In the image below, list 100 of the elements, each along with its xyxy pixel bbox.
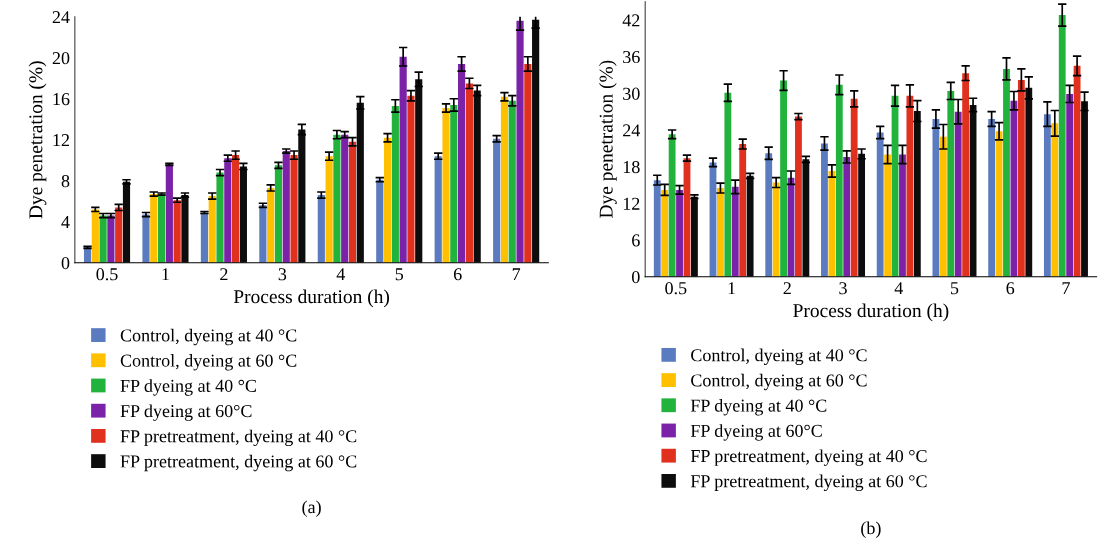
bar bbox=[442, 107, 450, 263]
bar bbox=[828, 170, 836, 277]
bar bbox=[988, 119, 996, 277]
bar bbox=[802, 159, 810, 277]
x-axis-title: Process duration (h) bbox=[793, 303, 949, 322]
bar bbox=[493, 138, 501, 263]
legend-label: Control, dyeing at 40 °C bbox=[691, 348, 867, 366]
bar bbox=[913, 111, 921, 277]
bar bbox=[99, 215, 107, 263]
bar bbox=[532, 19, 540, 263]
x-tick-label: 1 bbox=[728, 282, 735, 295]
legend-label: FP pretreatment, dyeing at 60 °C bbox=[120, 454, 357, 472]
bar bbox=[1017, 79, 1025, 277]
bar bbox=[676, 189, 683, 277]
bar bbox=[208, 196, 216, 263]
bar bbox=[157, 194, 166, 263]
legend-label: FP dyeing at 60°C bbox=[120, 404, 252, 421]
bar bbox=[407, 95, 415, 263]
bar bbox=[465, 83, 473, 263]
bar bbox=[780, 80, 787, 277]
y-tick-label: 0 bbox=[61, 256, 70, 270]
bar bbox=[333, 134, 341, 263]
bar bbox=[115, 207, 123, 263]
bar bbox=[259, 205, 267, 263]
bar bbox=[731, 186, 739, 277]
bar bbox=[458, 63, 466, 263]
bar bbox=[858, 153, 866, 277]
y-tick-label: 12 bbox=[53, 134, 70, 147]
x-tick-label: 2 bbox=[783, 282, 791, 295]
y-tick-label: 36 bbox=[623, 50, 640, 64]
y-tick-label: 8 bbox=[61, 175, 70, 188]
bar bbox=[876, 132, 884, 277]
x-tick-label: 3 bbox=[839, 282, 847, 295]
bar bbox=[954, 111, 962, 277]
x-tick-label: 0.5 bbox=[96, 268, 118, 281]
legend-label: Control, dyeing at 60 °C bbox=[691, 373, 867, 391]
bar bbox=[524, 63, 532, 263]
bar bbox=[473, 90, 481, 263]
bar bbox=[1025, 87, 1033, 277]
bar bbox=[899, 154, 906, 277]
y-tick-label: 30 bbox=[623, 87, 640, 100]
legend-label: FP pretreatment, dyeing at 40 °C bbox=[120, 429, 357, 447]
bar bbox=[224, 158, 232, 263]
y-axis-title: Dye penetration (%) bbox=[28, 61, 47, 219]
bar bbox=[107, 215, 115, 263]
bar bbox=[906, 95, 914, 277]
bar bbox=[181, 195, 189, 263]
x-tick-label: 5 bbox=[951, 282, 959, 295]
bar bbox=[325, 156, 333, 263]
bar bbox=[746, 175, 754, 277]
legend-label: FP dyeing at 40 °C bbox=[120, 379, 256, 396]
bar bbox=[962, 73, 970, 277]
bar bbox=[1051, 123, 1059, 277]
legend-label: Control, dyeing at 40 °C bbox=[120, 328, 297, 346]
text: (b) bbox=[861, 521, 881, 538]
y-tick-label: 12 bbox=[623, 197, 640, 210]
bar bbox=[691, 196, 698, 277]
bar bbox=[508, 100, 516, 263]
bar bbox=[850, 98, 858, 277]
x-tick-label: 7 bbox=[512, 268, 521, 281]
bar bbox=[1043, 114, 1051, 277]
bar bbox=[772, 182, 780, 277]
bar bbox=[717, 188, 724, 277]
bar bbox=[1003, 68, 1010, 277]
x-tick-label: 3 bbox=[278, 268, 287, 281]
bar bbox=[450, 104, 458, 263]
bar bbox=[122, 181, 131, 263]
bar bbox=[939, 136, 947, 277]
bar bbox=[391, 105, 399, 263]
bar bbox=[795, 116, 802, 277]
bar bbox=[947, 90, 955, 277]
legend-label: FP dyeing at 60°C bbox=[690, 424, 822, 441]
x-tick-label: 4 bbox=[336, 268, 346, 281]
x-axis-title: Process duration (h) bbox=[233, 289, 390, 308]
bar bbox=[668, 134, 676, 277]
y-tick-label: 0 bbox=[631, 270, 640, 284]
bar bbox=[1066, 93, 1074, 277]
bar bbox=[1081, 101, 1088, 277]
bar bbox=[835, 84, 843, 277]
bar bbox=[282, 151, 290, 263]
y-tick-label: 4 bbox=[61, 216, 70, 228]
bar bbox=[383, 137, 392, 263]
x-tick-label: 2 bbox=[220, 268, 228, 281]
bar bbox=[348, 141, 357, 263]
bar bbox=[415, 79, 423, 263]
bar bbox=[341, 134, 349, 263]
bar bbox=[724, 92, 732, 277]
y-axis-title: Dye penetration (%) bbox=[599, 60, 617, 218]
bar bbox=[1073, 65, 1081, 277]
y-tick-label: 16 bbox=[53, 93, 70, 106]
bar bbox=[142, 214, 150, 263]
bar bbox=[239, 166, 247, 263]
bar bbox=[1058, 15, 1066, 277]
x-tick-label: 6 bbox=[453, 268, 462, 281]
legend-label: FP dyeing at 40 °C bbox=[690, 399, 827, 416]
legend-label: Control, dyeing at 60 °C bbox=[120, 354, 297, 371]
bar bbox=[274, 165, 283, 263]
y-tick-label: 18 bbox=[623, 160, 640, 174]
bar bbox=[739, 144, 747, 277]
bar bbox=[376, 179, 384, 263]
